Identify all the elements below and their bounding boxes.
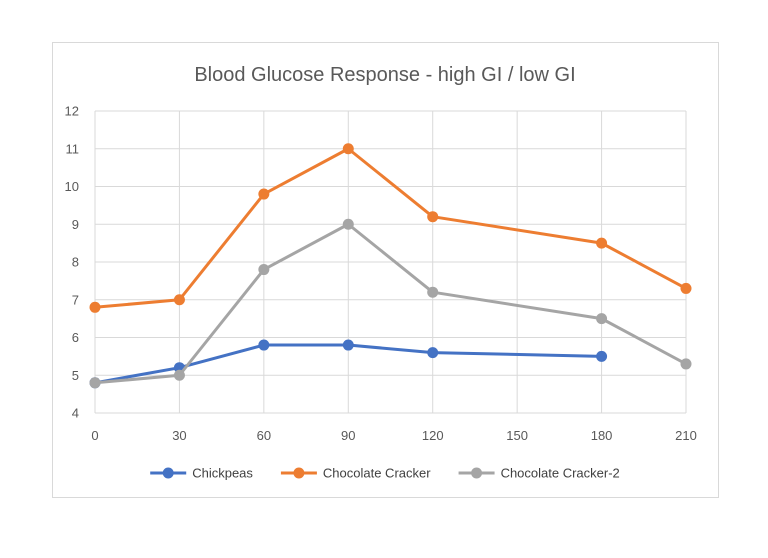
x-tick-label: 180 <box>591 428 613 443</box>
data-point <box>596 350 608 362</box>
data-point <box>427 347 439 359</box>
legend-label: Chickpeas <box>192 466 253 481</box>
data-point <box>89 301 101 313</box>
y-tick-label: 12 <box>65 104 79 119</box>
data-point <box>596 313 608 325</box>
series-line <box>93 343 604 385</box>
x-tick-label: 60 <box>257 428 271 443</box>
y-tick-label: 7 <box>72 292 79 307</box>
data-point <box>258 339 270 351</box>
x-tick-label: 120 <box>422 428 444 443</box>
data-point <box>342 218 354 230</box>
x-tick-label: 0 <box>91 428 98 443</box>
legend-marker <box>162 467 174 479</box>
data-point <box>427 286 439 298</box>
data-point <box>173 294 185 306</box>
legend-label: Chocolate Cracker-2 <box>501 466 620 481</box>
legend-label: Chocolate Cracker <box>323 466 431 481</box>
y-tick-label: 6 <box>72 330 79 345</box>
series-2 <box>89 143 692 313</box>
y-tick-label: 4 <box>72 406 79 421</box>
data-point <box>596 237 608 249</box>
data-point <box>173 369 185 381</box>
y-tick-label: 11 <box>66 141 80 156</box>
data-point <box>342 339 354 351</box>
data-point <box>258 188 270 200</box>
legend-item: Chocolate Cracker-2 <box>458 466 620 481</box>
y-tick-label: 9 <box>72 217 79 232</box>
y-axis: 4 5 6 7 8 9 10 11 12 <box>65 104 79 421</box>
legend-item: Chickpeas <box>150 466 253 481</box>
x-axis: 0 30 60 90 120 150 180 210 <box>91 428 696 443</box>
chart-frame <box>52 42 719 498</box>
y-tick-label: 8 <box>72 255 79 270</box>
data-point <box>680 282 692 294</box>
x-tick-label: 150 <box>506 428 528 443</box>
legend-marker <box>471 467 483 479</box>
y-tick-label: 5 <box>72 368 79 383</box>
y-tick-label: 10 <box>65 179 79 194</box>
legend: Chickpeas Chocolate Cracker Chocolate Crac… <box>150 466 620 481</box>
gridlines <box>94 110 687 414</box>
x-tick-label: 210 <box>675 428 697 443</box>
legend-marker <box>293 467 305 479</box>
data-point <box>258 264 270 276</box>
data-point <box>680 358 692 370</box>
series-line <box>93 147 688 309</box>
data-point <box>342 143 354 155</box>
data-point <box>89 377 101 389</box>
legend-item: Chocolate Cracker <box>280 466 431 481</box>
data-point <box>427 211 439 223</box>
series-3 <box>89 218 692 389</box>
x-tick-label: 90 <box>341 428 355 443</box>
chart-title: Blood Glucose Response - high GI / low G… <box>194 64 575 86</box>
x-tick-label: 30 <box>172 428 186 443</box>
series-group <box>89 143 692 389</box>
